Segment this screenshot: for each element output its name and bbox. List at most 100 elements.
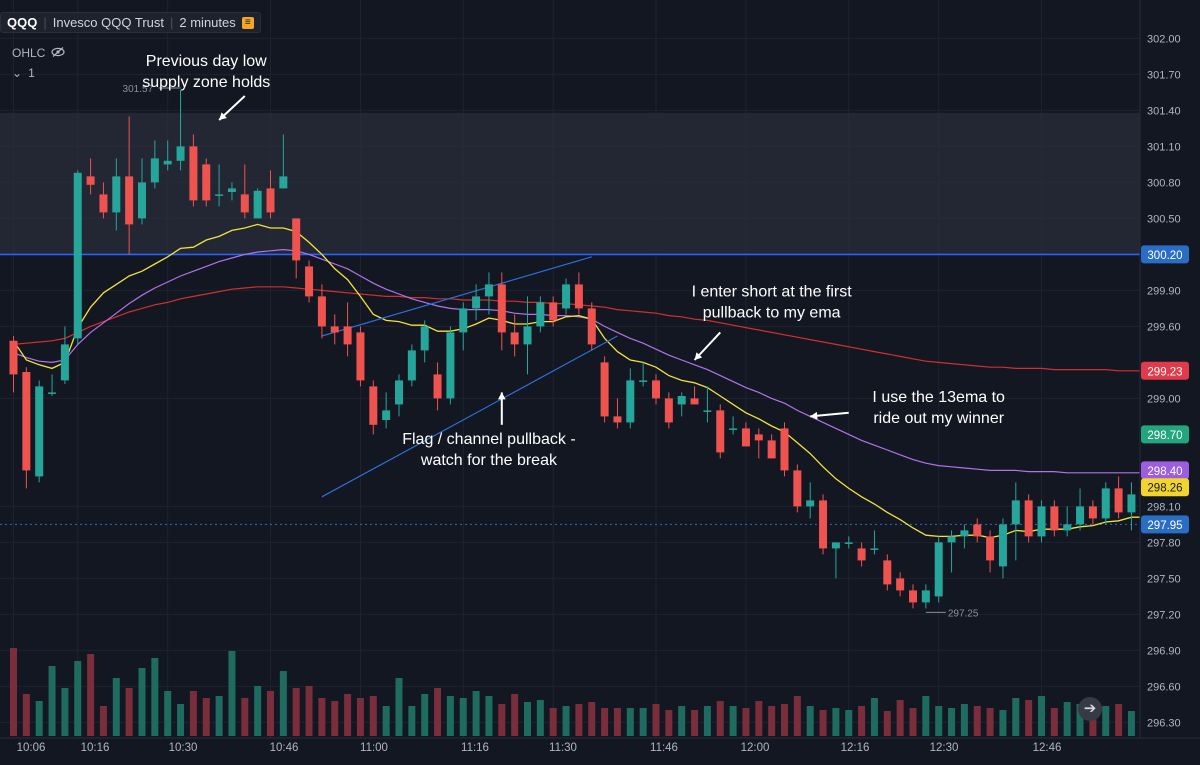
y-tick-label: 296.30 xyxy=(1147,717,1181,729)
volume-bar xyxy=(408,706,415,736)
candle-body xyxy=(536,302,544,326)
candle-body xyxy=(99,194,107,212)
candle-body xyxy=(1050,506,1058,530)
volume-bar xyxy=(1038,696,1045,736)
volume-bar xyxy=(961,704,968,736)
candle xyxy=(35,380,43,482)
x-tick-label: 10:16 xyxy=(81,742,110,754)
candle-body xyxy=(485,284,493,296)
candle xyxy=(588,302,596,350)
volume-bar xyxy=(293,688,300,736)
y-tick-label: 300.50 xyxy=(1147,213,1181,225)
volume-bar xyxy=(794,696,801,736)
x-tick-label: 11:46 xyxy=(650,742,678,754)
indicators-row[interactable]: ⌄ 1 xyxy=(12,66,35,80)
candle-body xyxy=(1102,488,1110,518)
price-label: 300.20 xyxy=(1147,250,1182,262)
interval-label[interactable]: 2 minutes xyxy=(179,15,235,30)
candle-body xyxy=(331,326,339,332)
volume-bar xyxy=(485,696,492,736)
y-tick-label: 298.10 xyxy=(1147,501,1181,513)
candle-body xyxy=(459,308,467,332)
annotation-text: pullback to my ema xyxy=(703,304,841,321)
candle-body xyxy=(858,548,866,560)
volume-bar xyxy=(987,708,994,736)
candle-body xyxy=(652,380,660,398)
candle xyxy=(254,188,262,218)
candle-body xyxy=(1089,506,1097,518)
candle-body xyxy=(691,398,699,404)
candle-body xyxy=(729,428,737,430)
volume-bar xyxy=(845,710,852,736)
price-label: 298.26 xyxy=(1147,483,1182,495)
symbol-legend: QQQ | Invesco QQQ Trust | 2 minutes ≡ xyxy=(0,12,261,33)
candle-body xyxy=(74,173,82,339)
candle-body xyxy=(472,296,480,308)
volume-bar xyxy=(241,698,248,736)
volume-bar xyxy=(228,651,235,736)
volume-bar xyxy=(897,700,904,736)
candle-body xyxy=(395,380,403,404)
volume-bar xyxy=(1051,708,1058,736)
candle-body xyxy=(948,536,956,542)
candle-body xyxy=(793,470,801,506)
candle-body xyxy=(883,560,891,584)
volume-bar xyxy=(781,704,788,736)
volume-bar xyxy=(177,704,184,736)
volume-bar xyxy=(820,710,827,736)
volume-bar xyxy=(460,698,467,736)
candle-body xyxy=(960,530,968,536)
volume-bar xyxy=(87,654,94,736)
data-status-icon[interactable]: ≡ xyxy=(242,17,254,29)
candle xyxy=(446,326,454,404)
candle-body xyxy=(164,161,172,165)
candle-body xyxy=(1012,500,1020,524)
volume-bar xyxy=(203,698,210,736)
candle-body xyxy=(1038,506,1046,536)
volume-bar xyxy=(190,691,197,736)
volume-bar xyxy=(383,706,390,736)
annotation-text: ride out my winner xyxy=(873,410,1004,427)
candle-body xyxy=(356,332,364,380)
volume-bar xyxy=(36,701,43,736)
candle-body xyxy=(87,176,95,184)
annotation-text: supply zone holds xyxy=(142,74,270,91)
y-tick-label: 299.90 xyxy=(1147,285,1181,297)
candle-body xyxy=(382,410,390,420)
volume-bar xyxy=(550,708,557,736)
volume-bar xyxy=(730,706,737,736)
volume-bar xyxy=(396,678,403,736)
volume-bar xyxy=(100,706,107,736)
chevron-down-icon[interactable]: ⌄ xyxy=(12,66,22,80)
symbol-box[interactable]: QQQ | Invesco QQQ Trust | 2 minutes ≡ xyxy=(0,12,261,33)
candle-body xyxy=(177,146,185,160)
legend-separator: | xyxy=(43,15,46,30)
volume-bar xyxy=(537,700,544,736)
eye-off-icon[interactable] xyxy=(51,47,65,60)
candle xyxy=(781,422,789,476)
volume-bar xyxy=(653,704,660,736)
volume-bar xyxy=(601,708,608,736)
volume-bar xyxy=(74,661,81,736)
volume-bar xyxy=(344,694,351,736)
volume-bar xyxy=(832,708,839,736)
volume-bar xyxy=(10,648,17,736)
symbol-ticker[interactable]: QQQ xyxy=(7,15,37,30)
annotation-text: watch for the break xyxy=(420,452,558,469)
candle-body xyxy=(125,176,133,224)
volume-bar xyxy=(306,686,313,736)
ohlc-label: OHLC xyxy=(12,46,45,60)
candle-body xyxy=(112,176,120,212)
arrow-right-circle-icon[interactable]: ➔ xyxy=(1078,697,1102,721)
candle-body xyxy=(434,374,442,398)
candle-body xyxy=(549,302,557,320)
candle-body xyxy=(254,191,262,219)
volume-bar xyxy=(575,704,582,736)
volume-bar xyxy=(768,706,775,736)
candle-body xyxy=(151,158,159,182)
candle xyxy=(1025,494,1033,542)
volume-bar xyxy=(974,706,981,736)
y-tick-label: 297.50 xyxy=(1147,573,1181,585)
